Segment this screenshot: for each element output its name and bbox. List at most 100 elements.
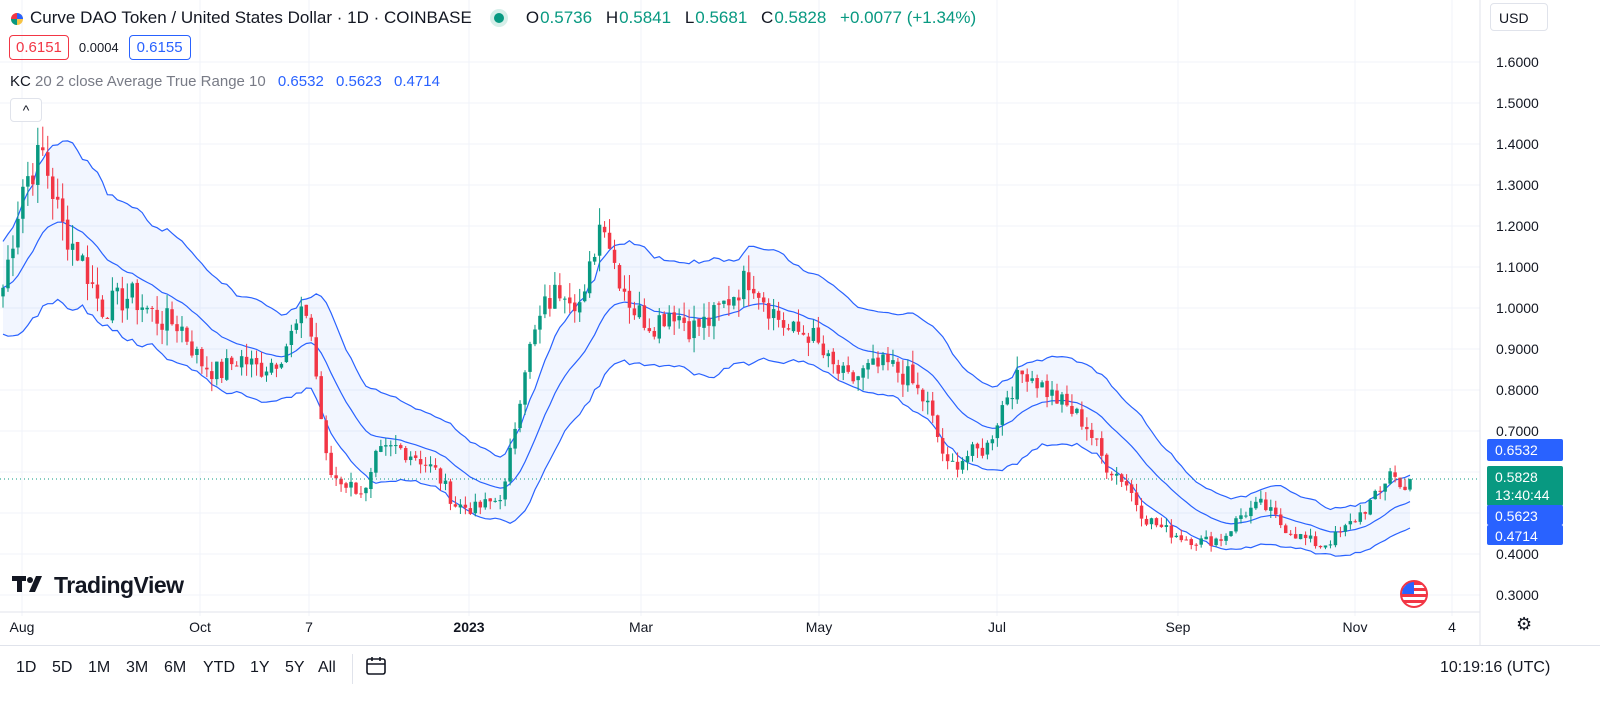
x-tick-label: May: [806, 619, 832, 635]
candle: [1348, 513, 1353, 530]
candle-body: [592, 256, 597, 262]
range-6m-button[interactable]: 6M: [164, 659, 187, 676]
candle: [239, 349, 244, 376]
currency-select[interactable]: USD: [1490, 3, 1548, 31]
range-3m-button[interactable]: 3M: [126, 659, 149, 676]
candle-body: [403, 448, 408, 461]
candle-body: [1303, 534, 1308, 539]
buy-button[interactable]: 0.6155: [128, 35, 191, 60]
range-all-button[interactable]: All: [318, 659, 336, 676]
range-ytd-button[interactable]: YTD: [203, 659, 235, 676]
us-flag-icon[interactable]: [1400, 580, 1428, 608]
candle-body: [1403, 486, 1407, 490]
candle: [1189, 537, 1193, 550]
candle-body: [140, 307, 144, 310]
candle: [1388, 467, 1392, 486]
candle-body: [334, 475, 338, 479]
candle-body: [1055, 390, 1059, 404]
candle: [1204, 530, 1208, 540]
candle: [155, 296, 159, 336]
candle-body: [1030, 378, 1034, 381]
candle-body: [299, 306, 304, 324]
symbol-title[interactable]: Curve DAO Token / United States Dollar ·…: [30, 8, 472, 27]
candle: [1129, 479, 1134, 502]
candle: [135, 279, 139, 325]
candle-body: [1070, 405, 1074, 414]
candle: [185, 326, 189, 346]
candle: [1333, 526, 1338, 548]
candle: [682, 302, 686, 332]
range-1y-button[interactable]: 1Y: [250, 659, 270, 676]
candle: [389, 440, 393, 457]
candle: [1264, 492, 1268, 512]
indicator-upper: 0.6532: [277, 73, 324, 90]
utc-clock[interactable]: 10:19:16 (UTC): [1440, 659, 1551, 676]
candle: [901, 360, 905, 397]
candle-body: [130, 283, 135, 298]
candle-body: [120, 288, 125, 311]
tradingview-logo[interactable]: TradingView: [12, 572, 184, 599]
candle: [403, 446, 408, 463]
range-5d-button[interactable]: 5D: [52, 659, 73, 676]
candle: [234, 361, 239, 367]
candle-body: [190, 341, 194, 356]
candle-body: [1000, 405, 1005, 425]
candle: [975, 442, 980, 458]
candle: [11, 235, 15, 277]
sell-button[interactable]: 0.6151: [9, 35, 69, 60]
candle: [125, 283, 130, 320]
candle-body: [563, 298, 567, 300]
candle-body: [1114, 473, 1119, 476]
calendar-icon[interactable]: [364, 654, 392, 682]
price-label: 0.5623: [1487, 505, 1563, 525]
candle: [995, 423, 1000, 447]
price-label-bg: [1487, 466, 1563, 506]
candle-body: [796, 321, 801, 332]
candle: [667, 305, 671, 330]
candle: [269, 358, 274, 375]
candle: [911, 350, 915, 385]
candle: [364, 487, 368, 502]
candle-body: [155, 309, 159, 324]
candle-body: [1383, 483, 1387, 492]
settings-gear-icon[interactable]: ⚙: [1516, 614, 1533, 634]
candle-body: [1179, 535, 1184, 541]
candle-body: [11, 248, 15, 259]
candle: [398, 443, 403, 450]
candle-body: [1239, 515, 1243, 519]
candle: [896, 357, 900, 383]
price-axis: 1.6000 1.5000 1.4000 1.3000 1.2000 1.1000 1.00…: [1496, 54, 1539, 603]
candle-body: [737, 297, 741, 301]
candle: [906, 359, 910, 392]
candle: [1303, 531, 1308, 546]
candle: [548, 285, 552, 317]
candle-body: [503, 481, 507, 500]
candle: [930, 391, 935, 424]
price-label-bg: [1487, 439, 1563, 461]
candle: [1313, 531, 1318, 549]
candle: [175, 315, 179, 343]
candle: [891, 349, 895, 367]
y-tick-label: 0.3000: [1496, 587, 1539, 603]
candle: [766, 298, 771, 330]
candle: [384, 438, 388, 456]
candle-body: [831, 351, 836, 365]
candle: [1363, 511, 1367, 520]
candle: [140, 294, 144, 323]
candle: [394, 435, 398, 455]
range-1d-button[interactable]: 1D: [16, 659, 37, 676]
range-5y-button[interactable]: 5Y: [285, 659, 305, 676]
collapse-legend-button[interactable]: ^: [10, 98, 42, 122]
candle-body: [906, 366, 910, 386]
candle: [1269, 499, 1273, 518]
candle-body: [1408, 479, 1412, 490]
range-1m-button[interactable]: 1M: [88, 659, 111, 676]
candle-body: [856, 376, 860, 381]
indicator-legend[interactable]: KC 20 2 close Average True Range 10 0.65…: [10, 73, 440, 90]
candle-body: [916, 384, 920, 389]
candle: [473, 493, 478, 517]
candle: [776, 301, 781, 328]
candle: [120, 276, 125, 323]
